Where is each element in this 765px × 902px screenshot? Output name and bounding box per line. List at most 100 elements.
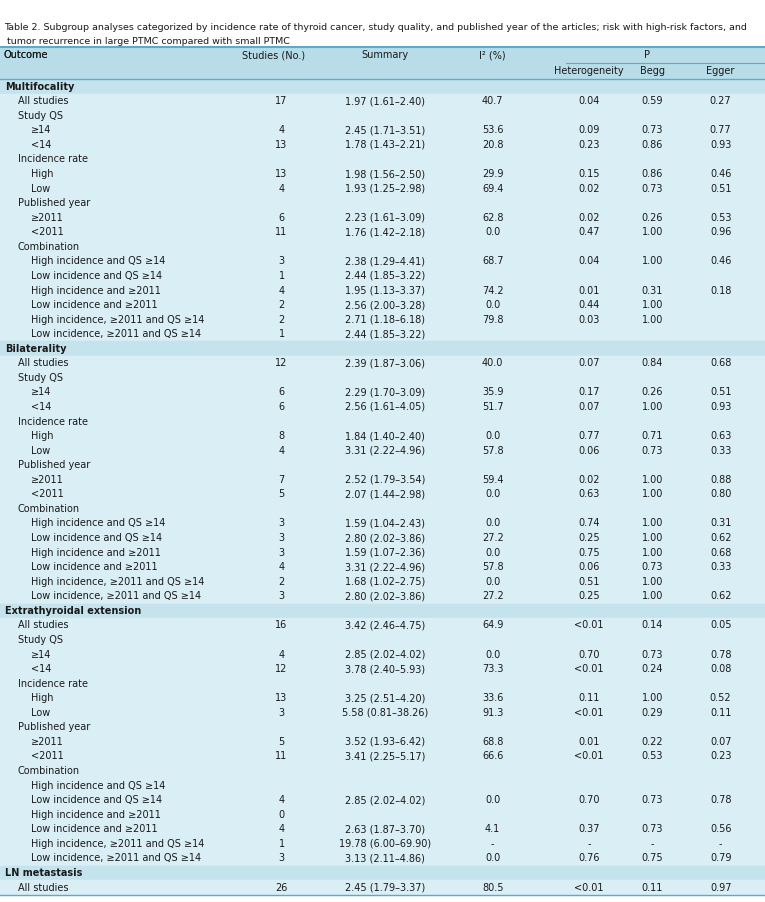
Text: Incidence rate: Incidence rate [18,154,88,164]
Text: 0.51: 0.51 [710,388,731,398]
Text: 1.93 (1.25–2.98): 1.93 (1.25–2.98) [345,184,425,194]
Text: 1.00: 1.00 [642,315,663,325]
Text: 0.74: 0.74 [578,519,600,529]
Text: 1.84 (1.40–2.40): 1.84 (1.40–2.40) [345,431,425,441]
Bar [0,648,765,662]
Text: 26: 26 [275,882,288,892]
Bar [0,880,765,895]
Text: 62.8: 62.8 [482,213,503,223]
Bar [0,866,765,880]
Text: 0.51: 0.51 [578,576,600,586]
Bar [0,546,765,560]
Text: 1.68 (1.02–2.75): 1.68 (1.02–2.75) [345,576,425,586]
Text: Low: Low [31,184,50,194]
Text: 1.59 (1.04–2.43): 1.59 (1.04–2.43) [345,519,425,529]
Text: 0.22: 0.22 [642,737,663,747]
Text: 0.02: 0.02 [578,474,600,484]
Text: 8: 8 [278,431,285,441]
Text: 5: 5 [278,737,285,747]
Text: 0.84: 0.84 [642,358,663,368]
Text: 2.45 (1.79–3.37): 2.45 (1.79–3.37) [345,882,425,892]
Text: <14: <14 [31,402,52,412]
Bar [0,385,765,400]
Text: 2.38 (1.29–4.41): 2.38 (1.29–4.41) [345,256,425,266]
Text: 3: 3 [278,853,285,863]
Text: ≥2011: ≥2011 [31,737,64,747]
Text: <0.01: <0.01 [575,621,604,630]
Text: High: High [31,169,54,179]
Text: 4: 4 [278,446,285,456]
Text: 5: 5 [278,490,285,500]
Text: 7: 7 [278,474,285,484]
Text: 0.86: 0.86 [642,140,663,150]
Bar [0,47,765,79]
Text: 1: 1 [278,329,285,339]
Text: 35.9: 35.9 [482,388,503,398]
Text: 12: 12 [275,664,288,674]
Text: 1.78 (1.43–2.21): 1.78 (1.43–2.21) [345,140,425,150]
Text: 4: 4 [278,796,285,805]
Text: High incidence and QS ≥14: High incidence and QS ≥14 [31,780,166,790]
Text: 3.25 (2.51–4.20): 3.25 (2.51–4.20) [344,694,425,704]
Text: High incidence and ≥2011: High incidence and ≥2011 [31,286,161,296]
Text: 0.04: 0.04 [578,97,600,106]
Text: 13: 13 [275,140,288,150]
Text: 33.6: 33.6 [482,694,503,704]
Text: 4: 4 [278,184,285,194]
Text: Low incidence and QS ≥14: Low incidence and QS ≥14 [31,271,162,281]
Text: 0.33: 0.33 [710,446,731,456]
Text: 27.2: 27.2 [482,533,503,543]
Text: 0.02: 0.02 [578,184,600,194]
Text: 1.00: 1.00 [642,576,663,586]
Bar [0,705,765,720]
Text: 91.3: 91.3 [482,708,503,718]
Text: <0.01: <0.01 [575,708,604,718]
Text: 0.0: 0.0 [485,796,500,805]
Text: 1.98 (1.56–2.50): 1.98 (1.56–2.50) [345,169,425,179]
Text: -: - [491,839,494,849]
Text: 0.73: 0.73 [642,824,663,834]
Text: High: High [31,694,54,704]
Text: ≥2011: ≥2011 [31,213,64,223]
Text: ≥14: ≥14 [31,649,52,659]
Text: 69.4: 69.4 [482,184,503,194]
Bar [0,210,765,225]
Text: 2.07 (1.44–2.98): 2.07 (1.44–2.98) [345,490,425,500]
Text: Low incidence, ≥2011 and QS ≥14: Low incidence, ≥2011 and QS ≥14 [31,329,201,339]
Text: Study QS: Study QS [18,373,63,382]
Bar [0,473,765,487]
Text: 11: 11 [275,227,288,237]
Text: Egger: Egger [706,66,735,77]
Text: 0.59: 0.59 [642,97,663,106]
Text: <2011: <2011 [31,751,64,761]
Bar [0,298,765,312]
Text: 2.45 (1.71–3.51): 2.45 (1.71–3.51) [345,125,425,135]
Text: 0.75: 0.75 [642,853,663,863]
Text: 0.0: 0.0 [485,300,500,310]
Text: 0.23: 0.23 [578,140,600,150]
Bar [0,836,765,851]
Bar [0,778,765,793]
Text: 1.95 (1.13–3.37): 1.95 (1.13–3.37) [345,286,425,296]
Text: 0.07: 0.07 [578,402,600,412]
Text: 79.8: 79.8 [482,315,503,325]
Text: 3: 3 [278,548,285,557]
Bar [0,138,765,152]
Text: 0.62: 0.62 [710,533,731,543]
Text: <14: <14 [31,664,52,674]
Text: 74.2: 74.2 [482,286,503,296]
Text: 0.62: 0.62 [710,592,731,602]
Text: 2.23 (1.61–3.09): 2.23 (1.61–3.09) [345,213,425,223]
Text: 0.0: 0.0 [485,576,500,586]
Text: 2.71 (1.18–6.18): 2.71 (1.18–6.18) [345,315,425,325]
Text: 2.63 (1.87–3.70): 2.63 (1.87–3.70) [345,824,425,834]
Text: ≥14: ≥14 [31,125,52,135]
Text: 73.3: 73.3 [482,664,503,674]
Text: 4: 4 [278,125,285,135]
Text: Outcome: Outcome [4,50,48,60]
Text: 0.17: 0.17 [578,388,600,398]
Text: 3.31 (2.22–4.96): 3.31 (2.22–4.96) [345,562,425,572]
Text: 4: 4 [278,286,285,296]
Bar [0,79,765,94]
Text: 0.68: 0.68 [710,358,731,368]
